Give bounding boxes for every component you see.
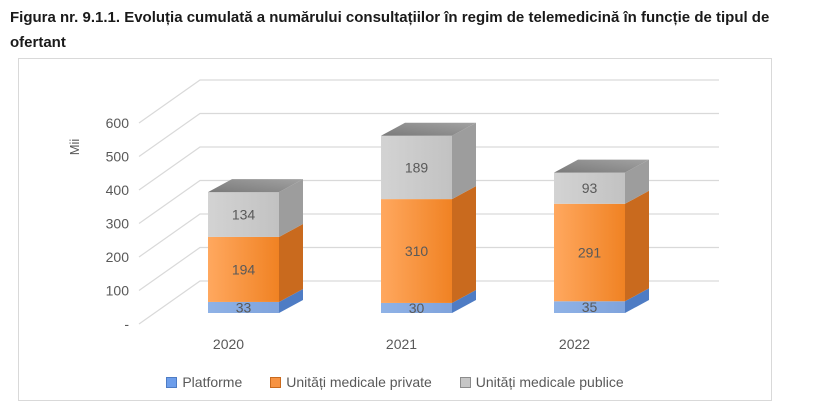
x-axis-label: 2022 [559, 336, 590, 352]
y-axis-title: Mii [67, 139, 82, 156]
bar-segment-side [625, 159, 649, 204]
bar-value-label: 93 [582, 180, 598, 196]
x-axis-label: 2020 [213, 336, 244, 352]
bar-value-label: 33 [236, 299, 252, 315]
y-tick-label: 300 [106, 216, 130, 232]
bar-segment-side [452, 186, 476, 303]
bar-value-label: 134 [232, 207, 256, 223]
bar-top [554, 159, 649, 173]
bar-segment-front [208, 192, 279, 237]
bar-segment-front [554, 301, 625, 313]
legend-label: Unități medicale private [286, 374, 432, 390]
plot-area: - 100 200 300 400 500 600 Mii 33 194 134 2020 30 310 1… [67, 79, 719, 352]
gridline [138, 112, 719, 157]
legend: Platforme Unități medicale private Unități… [19, 374, 771, 390]
bar-segment-front [208, 236, 279, 302]
bar-segment-side [452, 122, 476, 200]
gridline [138, 79, 719, 124]
bar-segment-side [625, 190, 649, 302]
legend-marker-icon [270, 376, 282, 388]
bar-top [208, 179, 303, 193]
y-tick-label: 600 [106, 115, 130, 131]
bar-value-label: 310 [405, 243, 429, 259]
gridline [138, 179, 719, 224]
y-tick-label: - [124, 316, 129, 332]
bar-segment-front [381, 199, 452, 303]
bar-segment-front [381, 302, 452, 313]
y-tick-label: 100 [106, 283, 130, 299]
bar-segment-front [554, 203, 625, 302]
legend-label: Platforme [182, 374, 243, 390]
bar-value-label: 30 [409, 300, 425, 316]
bar-value-label: 189 [405, 159, 429, 175]
legend-marker-icon [166, 376, 178, 388]
y-tick-label: 400 [106, 182, 130, 198]
bar-segment-front [554, 172, 625, 204]
bar-top [381, 122, 476, 136]
gridline [138, 280, 719, 325]
x-axis-label: 2021 [386, 336, 417, 352]
gridline [138, 246, 719, 291]
bar-value-label: 194 [232, 261, 256, 277]
legend-item: Platforme [166, 374, 242, 390]
legend-label: Unități medicale publice [475, 374, 624, 390]
bar-segment-side [625, 288, 649, 313]
figure-title: Figura nr. 9.1.1. Evoluția cumulată a nu… [10, 9, 770, 51]
bar-value-label: 35 [582, 299, 598, 315]
gridline [138, 146, 719, 191]
y-tick-label: 500 [106, 149, 130, 165]
bar-segment-side [279, 179, 303, 237]
gridline [138, 213, 719, 258]
bar-segment-front [381, 135, 452, 200]
bar-segment-side [279, 223, 303, 302]
y-tick-label: 200 [106, 249, 130, 265]
bar-segment-front [208, 301, 279, 313]
bar-value-label: 291 [578, 245, 602, 261]
legend-marker-icon [459, 376, 471, 388]
chart-frame: - 100 200 300 400 500 600 Mii 33 194 134 2020 30 310 1… [18, 58, 772, 401]
legend-item: Unități medicale publice [459, 374, 624, 390]
bar-segment-side [279, 288, 303, 313]
bar-segment-side [452, 289, 476, 313]
legend-item: Unități medicale private [270, 374, 432, 390]
